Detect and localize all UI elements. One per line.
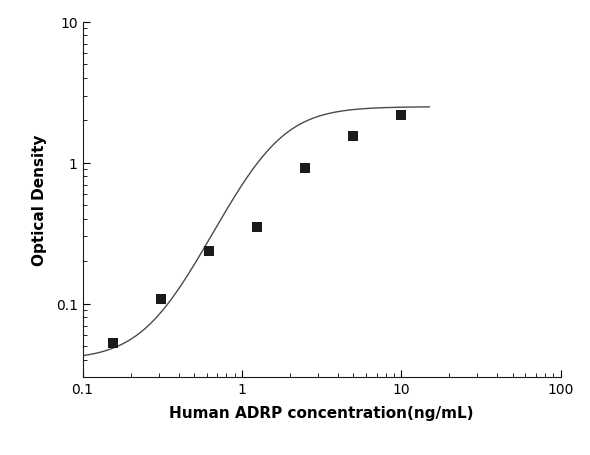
Point [396,111,406,119]
Point [300,165,310,172]
Y-axis label: Optical Density: Optical Density [32,135,47,266]
Point [109,339,118,347]
Point [349,133,358,140]
X-axis label: Human ADRP concentration(ng/mL): Human ADRP concentration(ng/mL) [169,405,474,420]
Point [253,224,262,231]
Point [205,248,214,256]
Point [156,296,166,303]
